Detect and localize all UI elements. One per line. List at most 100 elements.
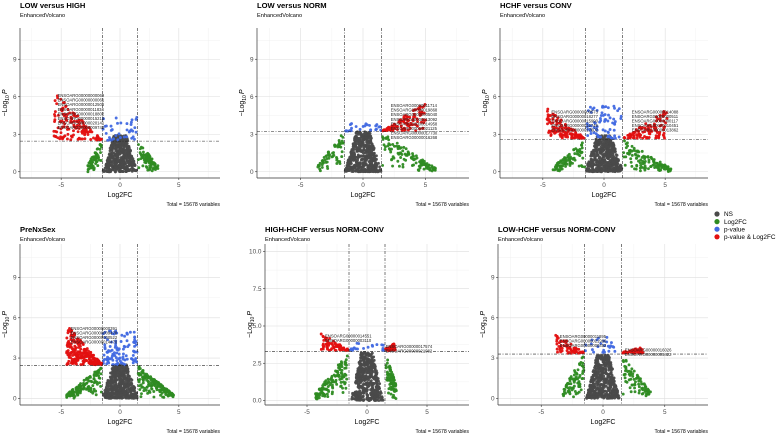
point-log2fc — [578, 154, 582, 158]
point-ns — [602, 161, 606, 164]
point-ns — [368, 170, 372, 174]
point-significant — [418, 113, 422, 117]
y-axis-label: −Log10P — [247, 311, 256, 338]
point-log2fc — [581, 156, 585, 160]
point-log2fc — [660, 165, 663, 168]
point-log2fc — [95, 373, 99, 376]
point-significant — [647, 129, 650, 133]
point-significant — [403, 127, 407, 131]
point-log2fc — [145, 159, 149, 163]
point-ns — [107, 396, 111, 400]
legend-swatch-3 — [714, 226, 720, 232]
point-pvalue — [109, 138, 113, 142]
point-ns — [122, 167, 126, 171]
point-log2fc — [430, 169, 434, 173]
y-tick-label: 6 — [493, 94, 497, 101]
point-ns — [362, 351, 366, 355]
point-log2fc — [329, 381, 333, 385]
point-log2fc — [404, 147, 408, 151]
gene-label: ENSOARG00000005040 — [391, 112, 438, 117]
point-significant — [415, 117, 419, 121]
point-ns — [611, 141, 615, 145]
point-significant — [654, 136, 658, 140]
gene-labels: ENSOARG00000014551ENSOARG00000017574ENSO… — [325, 333, 433, 353]
point-log2fc — [641, 162, 645, 166]
point-ns — [120, 160, 124, 164]
point-significant — [83, 137, 87, 141]
point-log2fc — [138, 151, 142, 155]
point-ns — [120, 370, 124, 374]
point-ns — [366, 141, 370, 144]
x-tick-label: 5 — [177, 409, 181, 416]
point-pvalue — [103, 336, 107, 340]
point-significant — [330, 347, 334, 351]
point-log2fc — [646, 155, 650, 159]
point-log2fc — [88, 374, 92, 378]
point-pvalue — [380, 343, 384, 347]
point-log2fc — [338, 162, 342, 165]
point-ns — [129, 395, 133, 399]
point-ns — [358, 143, 361, 147]
point-log2fc — [326, 385, 330, 388]
point-ns — [130, 155, 134, 159]
point-ns — [127, 374, 131, 378]
point-ns — [124, 169, 128, 173]
point-significant — [325, 342, 328, 346]
x-tick-label: -5 — [304, 409, 310, 416]
point-ns — [106, 162, 110, 166]
gene-label: ENSOARG00000000069 — [58, 93, 105, 98]
point-ns — [365, 144, 369, 148]
point-log2fc — [339, 360, 343, 364]
point-ns — [357, 170, 361, 174]
point-log2fc — [635, 156, 639, 160]
point-log2fc — [344, 366, 348, 370]
y-axis-label-sub: 10 — [483, 316, 489, 322]
point-ns — [110, 151, 114, 155]
point-ns — [379, 398, 383, 402]
point-log2fc — [323, 158, 327, 162]
point-pvalue — [612, 128, 616, 132]
point-log2fc — [635, 163, 639, 167]
point-ns — [371, 382, 375, 385]
point-log2fc — [82, 385, 86, 389]
point-ns — [588, 164, 592, 168]
point-ns — [375, 398, 378, 402]
point-pvalue — [606, 119, 610, 123]
point-significant — [558, 133, 562, 136]
point-ns — [132, 392, 136, 396]
point-ns — [354, 379, 358, 383]
y-tick-label: 9 — [13, 275, 17, 282]
point-ns — [103, 166, 107, 170]
point-log2fc — [90, 380, 94, 384]
point-significant — [340, 347, 344, 351]
point-log2fc — [314, 396, 318, 400]
x-tick-label: -5 — [58, 182, 64, 189]
point-ns — [106, 393, 110, 397]
point-significant — [81, 120, 85, 124]
y-tick-label: 9 — [250, 56, 254, 63]
point-significant — [556, 116, 560, 120]
x-tick-label: 5 — [663, 182, 667, 189]
point-ns — [370, 390, 374, 394]
point-log2fc — [87, 167, 91, 171]
point-significant — [83, 131, 87, 135]
point-log2fc — [396, 147, 400, 151]
gene-label: ENSOARG00000000522 — [71, 335, 118, 340]
point-ns — [374, 385, 378, 389]
point-ns — [351, 392, 355, 396]
point-significant — [413, 108, 417, 112]
point-ns — [105, 383, 109, 387]
point-log2fc — [97, 368, 101, 372]
point-log2fc — [652, 160, 656, 164]
gene-labels: ENSOARG00000000391ENSOARG00000009478ENSO… — [71, 326, 118, 345]
point-ns — [360, 157, 364, 161]
point-ns — [611, 151, 615, 155]
point-ns — [115, 395, 119, 399]
y-tick-label: 0 — [250, 169, 254, 176]
point-significant — [321, 342, 325, 346]
point-ns — [117, 159, 121, 163]
point-ns — [109, 382, 112, 386]
point-significant — [71, 111, 75, 115]
point-log2fc — [562, 162, 566, 166]
